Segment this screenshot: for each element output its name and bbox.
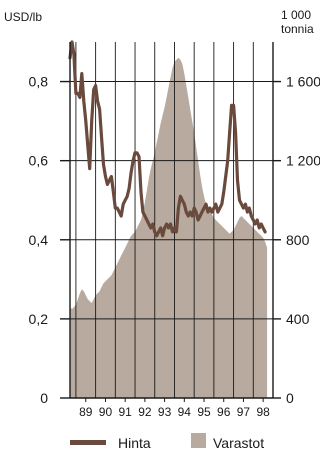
right-tick-label: 0 (286, 390, 294, 406)
x-tick-label: 90 (99, 405, 113, 419)
right-axis-unit-line1: 1 000 (281, 8, 311, 22)
x-tick-label: 96 (217, 405, 231, 419)
left-tick-label: 0,8 (29, 74, 49, 90)
hinta-line (68, 40, 267, 238)
x-tick-label: 93 (158, 405, 172, 419)
x-tick-label: 95 (197, 405, 211, 419)
right-tick-label: 1 200 (286, 153, 320, 169)
x-tick-label: 89 (79, 405, 93, 419)
legend-hinta-swatch (70, 440, 106, 445)
left-tick-label: 0,4 (29, 232, 49, 248)
right-tick-label: 1 600 (286, 74, 320, 90)
left-axis-unit: USD/lb (4, 10, 42, 24)
legend: Hinta Varastot (70, 433, 264, 451)
x-tick-label: 94 (178, 405, 192, 419)
left-tick-label: 0,2 (29, 311, 49, 327)
x-tick-label: 92 (138, 405, 152, 419)
right-tick-label: 800 (286, 232, 310, 248)
right-axis-unit-line2: tonnia (281, 22, 314, 36)
x-tick-label: 91 (119, 405, 133, 419)
legend-varastot-swatch (191, 433, 206, 448)
right-tick-label: 400 (286, 311, 310, 327)
legend-varastot-label: Varastot (213, 435, 264, 451)
axis-layer: 0 0,2 0,4 0,6 0,8 0 400 800 1 200 1 600 89 90 91 92 93… (29, 42, 320, 419)
left-tick-label: 0 (40, 390, 48, 406)
left-tick-label: 0,6 (29, 153, 49, 169)
x-tick-label: 97 (237, 405, 251, 419)
x-tick-label: 98 (256, 405, 270, 419)
grid-layer (70, 42, 273, 399)
legend-hinta-label: Hinta (118, 435, 151, 451)
hinta-line-layer (68, 40, 267, 238)
